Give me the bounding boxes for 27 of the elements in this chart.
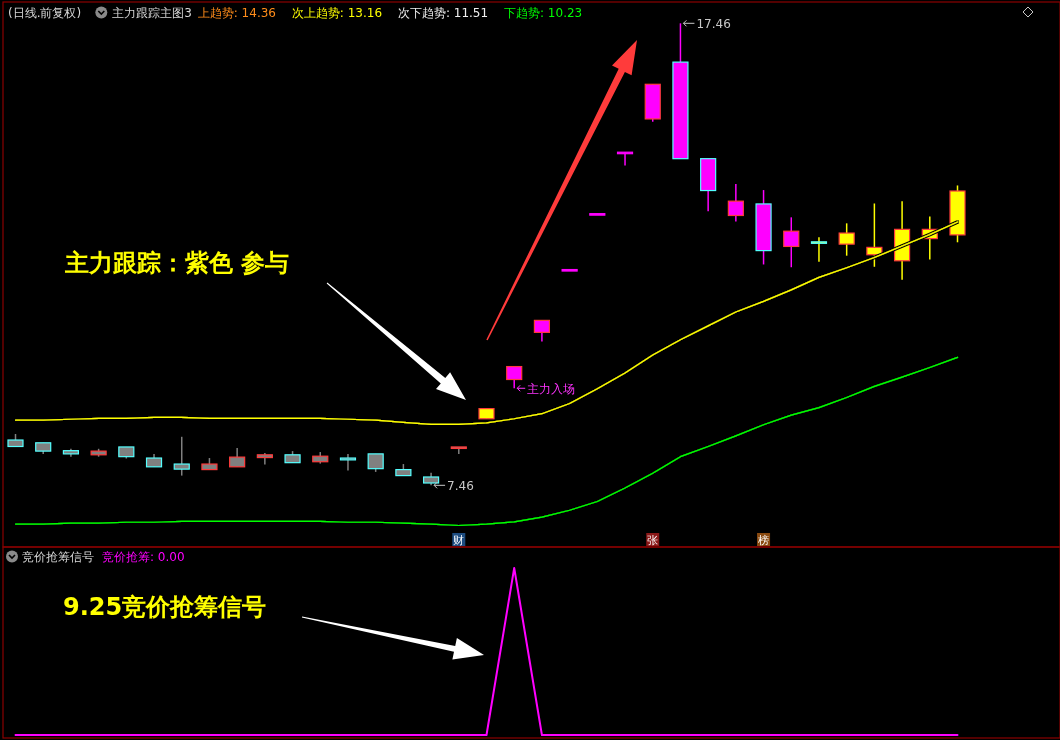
candlestick <box>533 319 551 343</box>
text: 张 <box>647 534 659 547</box>
candlestick <box>450 446 467 455</box>
chart-title: (日线.前复权) <box>8 6 82 20</box>
candlestick <box>173 436 190 477</box>
text: 竞价抢筹: 0.00 <box>102 550 185 564</box>
annotation: 9.25竞价抢筹信号 <box>63 593 267 621</box>
annotation: 主力跟踪：紫色 参与 <box>64 249 290 277</box>
chart-subtitle: 主力跟踪主图3 <box>112 6 192 20</box>
text: 财 <box>453 534 465 547</box>
text: 次上趋势: 13.16 <box>291 6 383 20</box>
text: 下趋势: 10.23 <box>504 6 583 20</box>
annotation: 7.46 <box>447 479 474 494</box>
text: 次下趋势: 11.51 <box>397 6 489 20</box>
text: 上趋势: 14.36 <box>197 6 276 20</box>
candlestick <box>367 453 384 473</box>
candlestick <box>256 452 273 466</box>
chart-title: 竞价抢筹信号 <box>22 550 94 564</box>
candlestick <box>838 222 855 257</box>
candlestick <box>339 453 357 472</box>
annotation: 主力入场 <box>527 382 576 397</box>
candlestick <box>727 183 744 223</box>
text: 榜 <box>758 534 770 547</box>
candlestick <box>229 447 246 468</box>
candlestick <box>783 216 800 268</box>
candlestick <box>810 236 828 263</box>
annotation: 17.46 <box>696 17 731 32</box>
